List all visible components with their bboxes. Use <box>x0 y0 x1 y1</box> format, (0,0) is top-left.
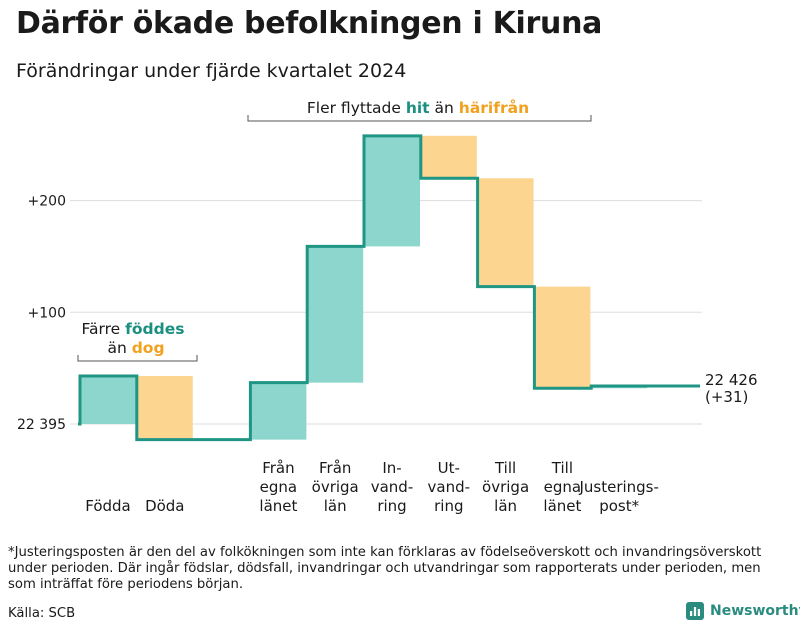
x-label-5-line-3: ring <box>377 497 406 515</box>
newsworthy-logo: Newsworthy <box>686 602 800 620</box>
migration-annotation-mid: än <box>430 99 459 117</box>
x-label-8-line-2: egna <box>544 478 581 496</box>
x-label-7-line-3: län <box>494 497 517 515</box>
deaths-annotation-text: än <box>107 339 131 357</box>
migration-annotation-strong2: härifrån <box>459 98 529 117</box>
x-label-6-line-1: Ut- <box>438 459 460 477</box>
x-label-3-line-1: Från <box>262 459 294 477</box>
y-tick-label-start: 22 395 <box>17 417 66 433</box>
x-label-5-line-2: vand- <box>371 478 414 496</box>
chart-subtitle: Förändringar under fjärde kvartalet 2024 <box>16 60 407 82</box>
bar-1 <box>80 375 136 424</box>
bar-2 <box>136 375 193 440</box>
births-annotation-line1: Färre föddes <box>82 320 185 338</box>
births-annotation-text: Färre <box>82 320 126 338</box>
x-label-4-line-1: Från <box>319 459 351 477</box>
x-label-5-line-1: In- <box>382 459 401 477</box>
x-label-6-line-3: ring <box>434 497 463 515</box>
footnote: *Justeringsposten är den del av folkökni… <box>8 545 762 592</box>
x-label-4-line-3: län <box>324 497 347 515</box>
deaths-annotation-strong: dog <box>132 339 165 357</box>
end-value-label: 22 426 <box>705 371 758 389</box>
bar-5 <box>364 135 420 247</box>
x-label-8-line-1: Till <box>551 459 573 477</box>
y-tick-label-100: +100 <box>28 305 66 321</box>
bar-4 <box>307 246 364 383</box>
x-label-9-line-2: post* <box>599 497 639 515</box>
x-label-7-line-2: övriga <box>482 478 529 496</box>
end-change-label: (+31) <box>705 388 748 406</box>
brand-name: Newsworthy <box>710 603 800 619</box>
x-label-4-line-2: övriga <box>312 478 359 496</box>
source-label: Källa: SCB <box>8 606 76 621</box>
births-annotation-line2: än dog <box>107 339 164 357</box>
x-label-7-line-1: Till <box>494 459 516 477</box>
cumulative-step-line <box>78 134 700 442</box>
births-bracket <box>77 355 198 362</box>
births-annotation-strong: föddes <box>125 320 184 338</box>
newsworthy-bar-chart-icon <box>686 602 704 620</box>
bar-3 <box>250 382 307 440</box>
migration-annotation: Fler flyttade hit än härifrån <box>307 98 529 117</box>
x-label-3-line-3: länet <box>259 497 297 515</box>
x-label-1-line-1: Födda <box>85 497 131 515</box>
x-label-9-line-1: Justerings- <box>578 478 658 496</box>
bar-8 <box>534 286 591 389</box>
x-label-3-line-2: egna <box>260 478 297 496</box>
x-label-6-line-2: vand- <box>428 478 471 496</box>
y-tick-label-200: +200 <box>28 194 66 210</box>
chart-title: Därför ökade befolkningen i Kiruna <box>16 6 603 41</box>
migration-bracket <box>247 115 592 122</box>
bar-6 <box>420 135 477 179</box>
migration-annotation-strong1: hit <box>406 99 430 117</box>
bar-7 <box>477 178 534 287</box>
migration-annotation-pre: Fler flyttade <box>307 99 406 117</box>
x-label-2-line-1: Döda <box>145 497 184 515</box>
x-label-8-line-3: länet <box>543 497 581 515</box>
